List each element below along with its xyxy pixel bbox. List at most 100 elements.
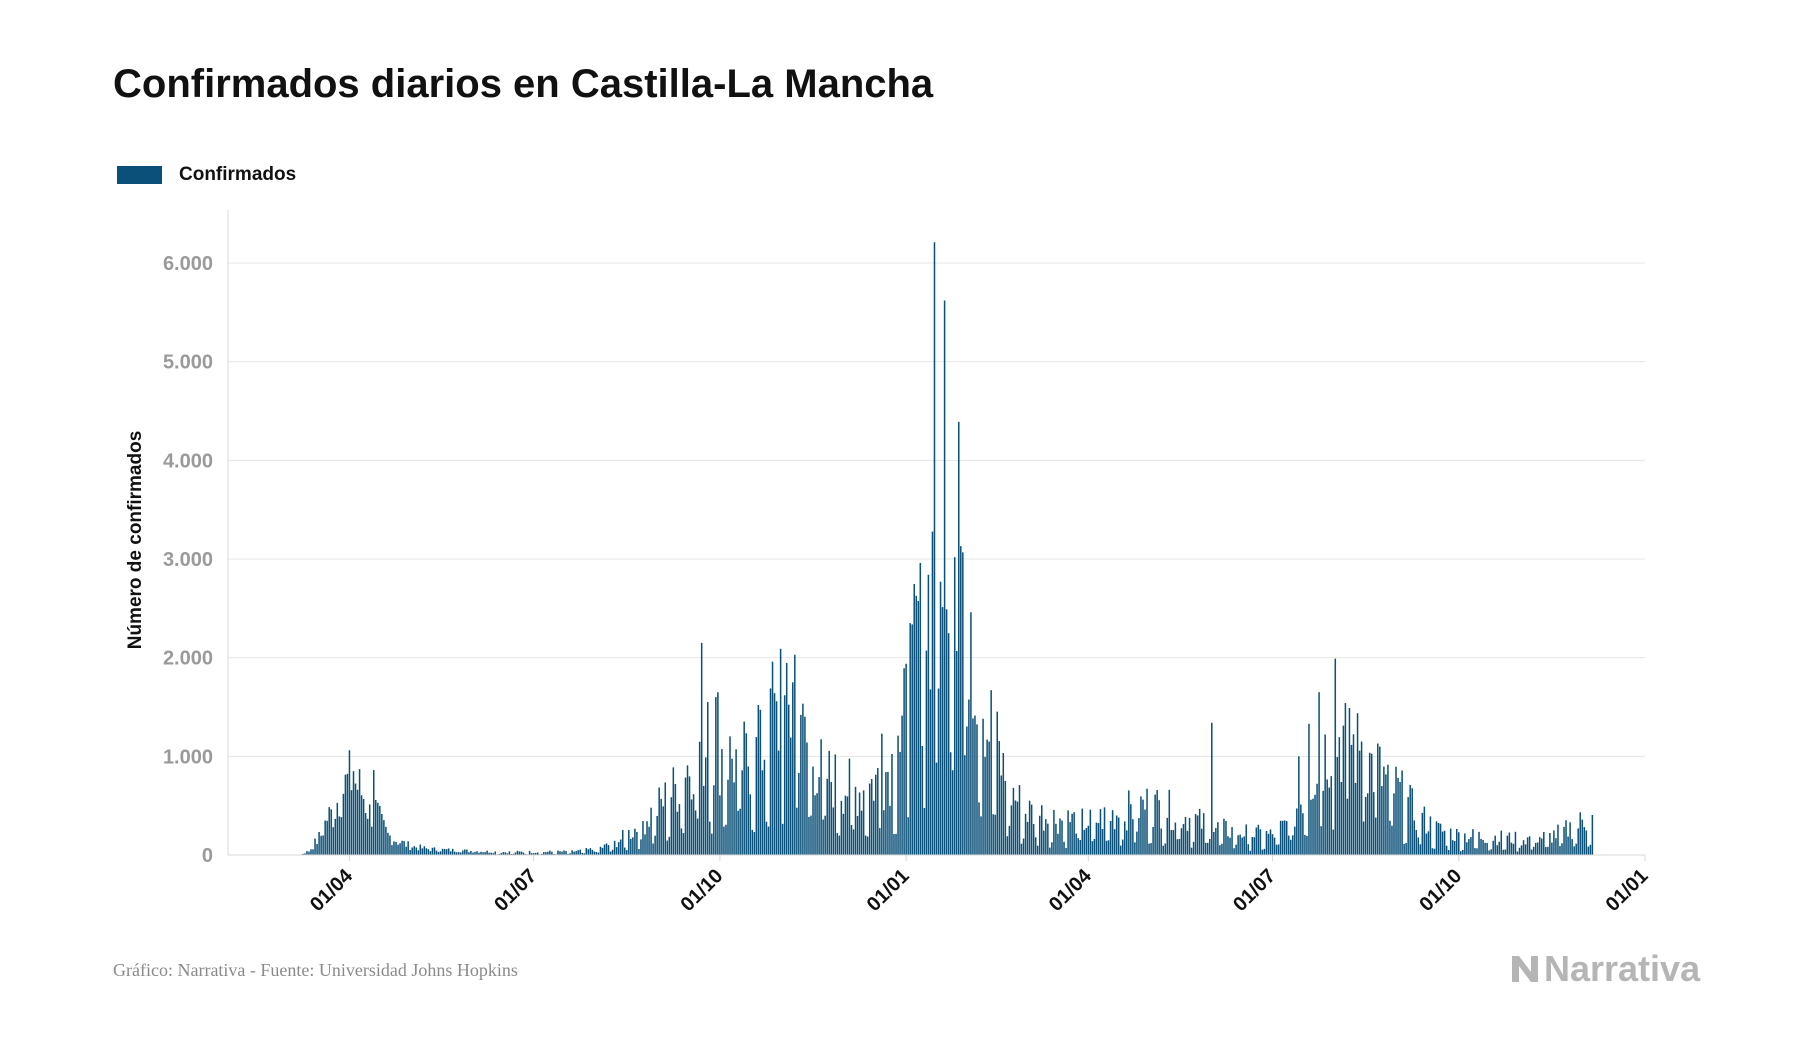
- bar: [1306, 835, 1308, 855]
- bar: [443, 848, 446, 855]
- bar: [771, 661, 774, 855]
- bar: [800, 714, 802, 855]
- bar: [1575, 843, 1577, 855]
- bar: [636, 831, 638, 855]
- bar: [1409, 784, 1411, 855]
- bar: [1415, 830, 1418, 855]
- bar: [1194, 814, 1197, 855]
- bar: [719, 795, 721, 855]
- bar: [1004, 780, 1007, 855]
- bar: [986, 739, 988, 855]
- bar: [1302, 813, 1304, 855]
- bar: [441, 848, 444, 855]
- bar: [1281, 820, 1284, 855]
- bar: [1577, 828, 1579, 855]
- bar: [1377, 743, 1379, 855]
- bar: [1239, 834, 1241, 855]
- bar: [1136, 831, 1138, 855]
- bar: [1403, 844, 1405, 855]
- bar: [536, 852, 539, 855]
- bar: [658, 787, 660, 855]
- bar: [1458, 832, 1460, 855]
- y-tick-label: 2.000: [163, 648, 213, 670]
- bar: [858, 792, 861, 855]
- bar: [1077, 838, 1079, 855]
- bar: [423, 846, 426, 855]
- x-tick-label: 01/07: [1229, 865, 1280, 916]
- bar: [1026, 821, 1029, 855]
- bar: [563, 850, 565, 855]
- bar: [751, 829, 754, 855]
- bar: [567, 853, 569, 855]
- bar: [1395, 766, 1397, 855]
- bar: [1455, 828, 1458, 855]
- bar: [968, 699, 970, 855]
- bar: [868, 783, 871, 855]
- bar: [1172, 830, 1175, 855]
- bar: [597, 852, 600, 855]
- bar: [1585, 830, 1588, 855]
- bar: [883, 810, 885, 855]
- bar: [1057, 833, 1059, 855]
- bar: [960, 546, 962, 855]
- bar: [1087, 825, 1090, 855]
- bar: [1453, 841, 1456, 855]
- bar: [848, 758, 851, 855]
- bar: [1320, 826, 1322, 855]
- bar: [1152, 826, 1154, 855]
- bar: [344, 774, 347, 855]
- bar: [1235, 844, 1237, 855]
- bar: [684, 777, 687, 855]
- bar: [310, 849, 312, 855]
- bar: [362, 799, 365, 855]
- bar: [759, 709, 762, 855]
- bar: [1140, 796, 1142, 855]
- bar: [488, 852, 490, 855]
- bar: [381, 814, 383, 855]
- bar: [1247, 844, 1249, 855]
- bar: [1030, 804, 1033, 855]
- bar: [802, 703, 804, 855]
- bar: [1449, 828, 1452, 855]
- bar: [587, 849, 590, 855]
- bar: [668, 836, 671, 855]
- bar: [1338, 737, 1341, 855]
- y-tick-label: 3.000: [163, 549, 213, 571]
- y-tick-label: 6.000: [163, 253, 213, 275]
- bar: [336, 802, 339, 855]
- narrativa-logo-icon: [1512, 956, 1538, 982]
- bar: [1496, 845, 1498, 855]
- bar: [1340, 782, 1343, 855]
- bar: [1061, 820, 1063, 855]
- bar: [466, 849, 468, 855]
- bar: [346, 773, 349, 855]
- bar: [670, 797, 673, 855]
- bar: [1063, 841, 1065, 855]
- bar: [393, 841, 395, 855]
- bar: [569, 853, 571, 855]
- bar: [470, 850, 472, 855]
- bar: [1435, 821, 1438, 855]
- bar: [1223, 818, 1225, 855]
- bar: [927, 574, 930, 855]
- bar: [913, 584, 915, 855]
- bar: [407, 841, 409, 855]
- bar: [591, 849, 594, 855]
- bar: [877, 768, 879, 855]
- bar: [1387, 764, 1389, 855]
- bar: [836, 833, 839, 855]
- bar: [328, 807, 330, 855]
- bar: [613, 840, 616, 855]
- bar: [478, 852, 480, 855]
- x-tick-label: 01/01: [863, 865, 914, 916]
- bar: [360, 795, 363, 855]
- bar: [1407, 797, 1409, 855]
- bar: [1304, 834, 1306, 855]
- bar: [1316, 783, 1318, 855]
- gridlines: [228, 262, 1645, 757]
- bar: [1445, 845, 1448, 855]
- bar: [1532, 846, 1535, 855]
- bar: [401, 840, 403, 855]
- bar: [603, 844, 606, 855]
- bar: [304, 853, 306, 855]
